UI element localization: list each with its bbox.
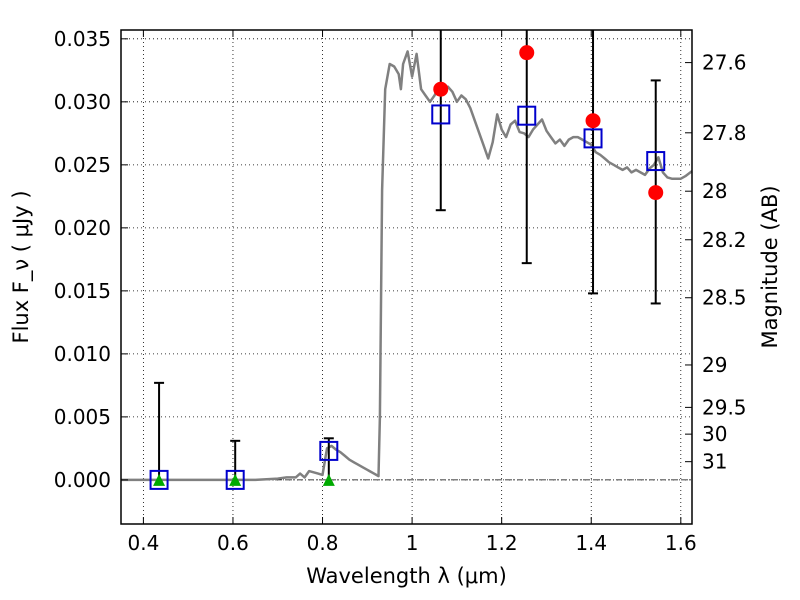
x-tick-label: 1.6	[665, 531, 697, 555]
x-axis-label: Wavelength λ (μm)	[306, 564, 507, 588]
x-tick-label: 0.4	[127, 531, 159, 555]
y-tick-label: 0.005	[54, 405, 111, 429]
y-tick-label: 0.025	[54, 153, 111, 177]
y-tick-label: 0.010	[54, 342, 111, 366]
grid	[121, 30, 692, 524]
observed-flux-point	[585, 113, 601, 129]
x-tick-label: 1	[406, 531, 419, 555]
x-tick-label: 0.8	[307, 531, 339, 555]
model-flux-square	[517, 105, 537, 126]
y2-tick-label: 27.6	[702, 51, 747, 75]
y2-tick-label: 27.8	[702, 121, 747, 145]
y2-tick-label: 28	[702, 179, 727, 203]
observed-flux-point	[519, 45, 535, 61]
x-tick-label: 0.6	[217, 531, 249, 555]
y-tick-label: 0.030	[54, 90, 111, 114]
model-flux-square	[583, 128, 603, 149]
y-tick-label: 0.015	[54, 279, 111, 303]
y-tick-label: 0.035	[54, 27, 111, 51]
error-bars	[154, 30, 661, 480]
y2-tick-label: 31	[702, 450, 727, 474]
model-spectrum-line	[121, 50, 693, 482]
observed-flux-point	[433, 81, 449, 97]
model-flux-square	[319, 440, 339, 461]
y2-tick-label: 28.2	[702, 228, 747, 252]
y-axis-label: Flux F_ν ( μJy )	[9, 190, 34, 343]
y2-tick-label: 29	[702, 353, 727, 377]
y-tick-label: 0.000	[54, 468, 111, 492]
x-tick-label: 1.4	[575, 531, 607, 555]
plot-frame	[120, 29, 693, 525]
upper-limit-marker	[153, 473, 166, 486]
y-tick-label: 0.020	[54, 216, 111, 240]
model-flux-square	[225, 469, 245, 490]
x-tick-label: 1.2	[486, 531, 518, 555]
axis-ticks: 0.4 0.6 0.8 1 1.2 1.4 1.6 0.000 0.005 0.010 0.015 0…	[54, 27, 747, 555]
y2-tick-label: 30	[702, 422, 727, 446]
upper-limit-marker	[229, 473, 242, 486]
model-flux-square	[431, 104, 451, 125]
model-flux-square	[646, 151, 666, 172]
right-axis-label: Magnitude (AB)	[758, 185, 782, 348]
data-markers	[149, 45, 666, 490]
observed-flux-point	[648, 185, 664, 201]
model-flux-square	[149, 469, 169, 490]
upper-limit-marker	[322, 473, 335, 486]
y2-tick-label: 29.5	[702, 395, 747, 419]
y2-tick-label: 28.5	[702, 286, 747, 310]
